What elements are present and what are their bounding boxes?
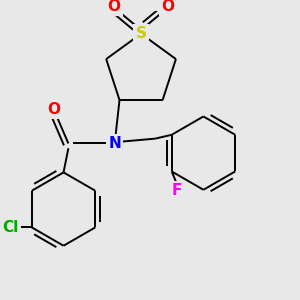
Text: Cl: Cl [2, 220, 19, 235]
Text: O: O [47, 102, 60, 117]
Text: O: O [162, 0, 175, 14]
Text: O: O [107, 0, 121, 14]
Text: S: S [136, 26, 146, 41]
Text: F: F [171, 183, 182, 198]
Text: N: N [108, 136, 121, 151]
